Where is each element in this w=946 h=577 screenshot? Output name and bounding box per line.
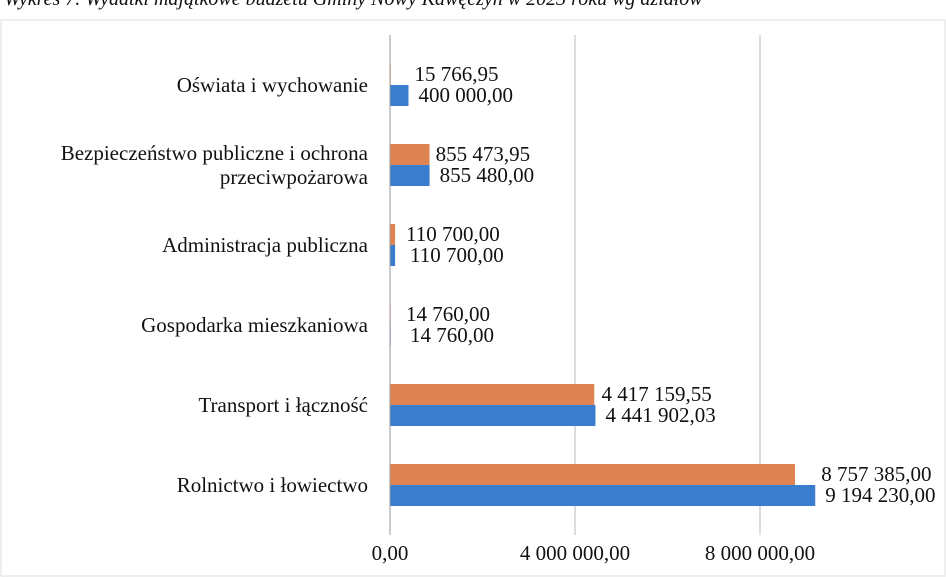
bar	[390, 224, 396, 245]
x-tick-label: 8 000 000,00	[705, 541, 815, 565]
value-label: 9 194 230,00	[825, 483, 935, 507]
value-label: 15 766,95	[415, 62, 499, 86]
value-label: 8 757 385,00	[821, 462, 931, 486]
bar	[390, 405, 596, 426]
value-label: 4 441 902,03	[605, 403, 715, 427]
chart-title: Wykres 7. Wydatki majątkowe budżetu Gmin…	[4, 0, 703, 11]
category-label: Oświata i wychowanie	[176, 73, 368, 97]
value-label: 855 480,00	[440, 163, 534, 187]
bar	[390, 144, 430, 165]
category-label: Rolnictwo i łowiectwo	[176, 473, 368, 497]
value-label: 14 760,00	[410, 323, 494, 347]
bar	[390, 464, 796, 485]
bar	[390, 85, 409, 106]
category-label: Transport i łączność	[198, 393, 368, 417]
category-label: Administracja publiczna	[162, 233, 368, 257]
category-label: Bezpieczeństwo publiczne i ochrona przec…	[60, 141, 368, 189]
value-label: 855 473,95	[436, 142, 530, 166]
value-label: 4 417 159,55	[601, 382, 711, 406]
bar	[390, 384, 595, 405]
value-label: 110 700,00	[410, 243, 504, 267]
bar	[390, 165, 430, 186]
frame	[0, 19, 946, 577]
value-label: 14 760,00	[406, 302, 490, 326]
bar	[390, 485, 816, 506]
x-tick-label: 0,00	[372, 541, 409, 565]
value-label: 110 700,00	[406, 222, 500, 246]
value-label: 400 000,00	[419, 83, 514, 107]
category-label: Gospodarka mieszkaniowa	[141, 313, 368, 337]
x-tick-label: 4 000 000,00	[520, 541, 630, 565]
bar	[390, 245, 396, 266]
